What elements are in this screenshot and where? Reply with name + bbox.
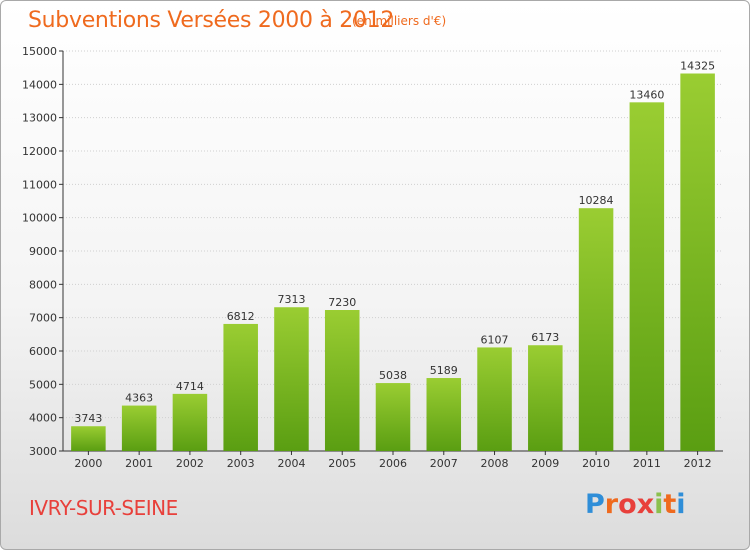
logo-letter: t bbox=[663, 489, 677, 520]
logo-letter: i bbox=[654, 489, 664, 520]
y-tick-label: 10000 bbox=[22, 212, 57, 225]
value-label-2008: 6107 bbox=[481, 333, 509, 346]
value-label-2010: 10284 bbox=[579, 194, 614, 207]
value-label-2012: 14325 bbox=[680, 60, 715, 73]
x-tick-label-2003: 2003 bbox=[227, 457, 255, 470]
logo-letter: x bbox=[636, 489, 655, 520]
y-tick-label: 8000 bbox=[29, 278, 57, 291]
y-tick-label: 6000 bbox=[29, 345, 57, 358]
bar-2002 bbox=[172, 393, 208, 451]
y-tick-label: 9000 bbox=[29, 245, 57, 258]
bar-2005 bbox=[324, 310, 360, 451]
x-tick-label-2010: 2010 bbox=[582, 457, 610, 470]
x-tick-label-2004: 2004 bbox=[277, 457, 305, 470]
x-tick-label-2000: 2000 bbox=[74, 457, 102, 470]
y-tick-label: 11000 bbox=[22, 178, 57, 191]
x-tick-label-2011: 2011 bbox=[633, 457, 661, 470]
chart-title: Subventions Versées 2000 à 2012 bbox=[28, 8, 395, 33]
value-label-2011: 13460 bbox=[629, 88, 664, 101]
logo-letter: r bbox=[604, 489, 619, 520]
y-tick-label: 13000 bbox=[22, 112, 57, 125]
y-tick-label: 7000 bbox=[29, 312, 57, 325]
proxiti-logo: Proxiti bbox=[585, 489, 686, 520]
commune-name: IVRY-SUR-SEINE bbox=[29, 496, 178, 520]
value-label-2001: 4363 bbox=[125, 392, 153, 405]
y-tick-label: 3000 bbox=[29, 445, 57, 458]
bar-2006 bbox=[375, 383, 411, 451]
value-label-2007: 5189 bbox=[430, 364, 458, 377]
y-tick-label: 12000 bbox=[22, 145, 57, 158]
bar-2009 bbox=[528, 345, 563, 451]
logo-letter: o bbox=[618, 489, 637, 520]
bar-2007 bbox=[426, 378, 462, 451]
bar-2001 bbox=[121, 405, 157, 451]
x-axis: 2000 2001 2002 2003 2004 2005 2006 2007 2008 2009… bbox=[63, 450, 723, 470]
bar-2010 bbox=[578, 208, 614, 451]
x-tick-label-2007: 2007 bbox=[430, 457, 458, 470]
x-tick-label-2005: 2005 bbox=[328, 457, 356, 470]
chart-subtitle: (en milliers d'€) bbox=[352, 14, 447, 28]
logo-letter: i bbox=[676, 489, 686, 520]
x-tick-label-2001: 2001 bbox=[125, 457, 153, 470]
x-tick-label-2009: 2009 bbox=[531, 457, 559, 470]
bar-2003 bbox=[223, 323, 258, 451]
x-tick-label-2012: 2012 bbox=[684, 457, 712, 470]
value-label-2009: 6173 bbox=[531, 331, 559, 344]
y-tick-label: 5000 bbox=[29, 378, 57, 391]
value-label-2003: 6812 bbox=[227, 310, 255, 323]
x-tick-label-2008: 2008 bbox=[481, 457, 509, 470]
x-tick-label-2002: 2002 bbox=[176, 457, 204, 470]
logo-letter: P bbox=[585, 489, 605, 520]
bar-2004 bbox=[274, 307, 309, 451]
x-tick-label-2006: 2006 bbox=[379, 457, 407, 470]
value-label-2006: 5038 bbox=[379, 369, 407, 382]
value-label-2002: 4714 bbox=[176, 380, 204, 393]
y-tick-label: 15000 bbox=[22, 45, 57, 58]
value-label-2000: 3743 bbox=[74, 412, 102, 425]
y-tick-label: 14000 bbox=[22, 78, 57, 91]
y-axis: 3000 4000 5000 6000 7000 8000 9000 10000 11000 12… bbox=[22, 45, 64, 458]
value-label-2005: 7230 bbox=[328, 296, 356, 309]
bar-2008 bbox=[477, 347, 512, 451]
bars: 3743 4363 4714 6812 7313 7230 5038 5189 6107 6173… bbox=[71, 60, 715, 451]
bar-2000 bbox=[71, 426, 106, 451]
value-label-2004: 7313 bbox=[277, 293, 305, 306]
bar-2012 bbox=[680, 73, 715, 451]
y-tick-label: 4000 bbox=[29, 412, 57, 425]
bar-2011 bbox=[629, 102, 665, 451]
